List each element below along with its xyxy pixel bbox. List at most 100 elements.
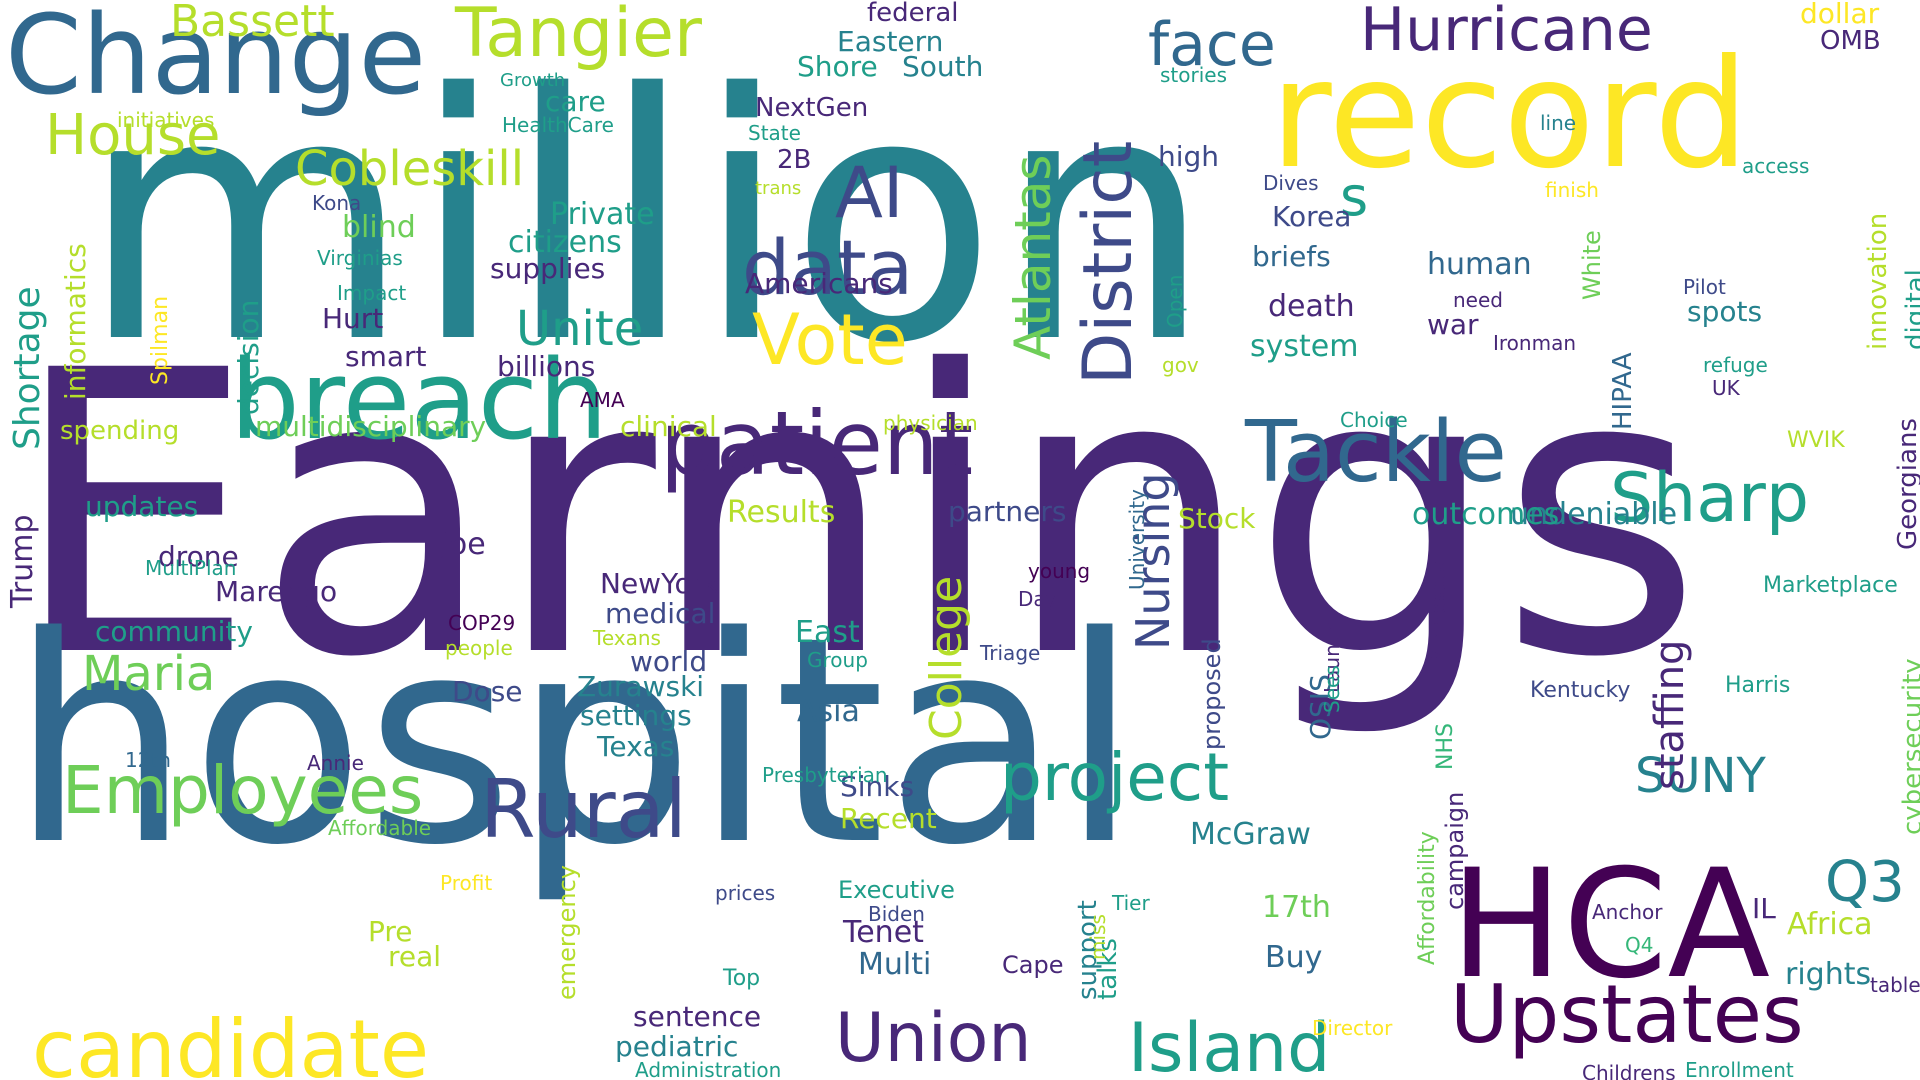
word-recent: Recent	[840, 802, 937, 835]
word-s: s	[1340, 165, 1369, 228]
word-administration: Administration	[635, 1058, 782, 1080]
word-updates: updates	[85, 490, 199, 523]
word-marketplace: Marketplace	[1763, 573, 1898, 598]
word-dollar: dollar	[1800, 0, 1880, 30]
word-ai: AI	[835, 152, 904, 234]
word-growth: Growth	[500, 70, 566, 91]
word-house: House	[45, 103, 221, 168]
word-smart: smart	[345, 340, 427, 373]
word-data: data	[742, 223, 914, 312]
word-candidate: candidate	[32, 1003, 430, 1080]
word-dives: Dives	[1263, 171, 1319, 195]
word-blind: blind	[342, 210, 416, 245]
word-clinical: clinical	[620, 410, 717, 443]
word-cop29: COP29	[448, 611, 516, 635]
word-upstates: Upstates	[1450, 968, 1804, 1061]
word-line: line	[1540, 111, 1577, 135]
word-nextgen: NextGen	[755, 93, 869, 123]
word-change: Change	[5, 0, 427, 119]
word-2b: 2B	[777, 145, 812, 175]
word-korea: Korea	[1272, 200, 1352, 233]
word-tangier: Tangier	[455, 0, 702, 73]
word-nhs: NHS	[1433, 723, 1458, 770]
word-uk: UK	[1712, 376, 1740, 400]
word-district: District	[1069, 140, 1148, 385]
word-east: East	[795, 615, 860, 650]
word-high: high	[1158, 140, 1220, 173]
word-refuge: refuge	[1703, 353, 1768, 377]
word-human: human	[1427, 247, 1532, 282]
word-pre: Pre	[368, 915, 413, 948]
word-unite: Unite	[516, 301, 644, 357]
word-harris: Harris	[1725, 673, 1791, 698]
word-sinks: Sinks	[840, 770, 915, 803]
word-people: people	[445, 636, 513, 660]
word-death: death	[1268, 289, 1355, 324]
word-world: world	[630, 645, 708, 678]
word-white: White	[1578, 230, 1606, 300]
word-drone: drone	[158, 540, 239, 573]
word-hurt: Hurt	[322, 302, 384, 335]
word-multidisciplinary: multidisciplinary	[255, 410, 487, 443]
word-anchor: Anchor	[1592, 900, 1663, 924]
word-triage: Triage	[980, 641, 1041, 665]
word-pediatric: pediatric	[615, 1030, 739, 1063]
word-initiatives: initiatives	[117, 108, 215, 132]
word-trump: Trump	[5, 514, 40, 608]
word-finish: finish	[1545, 178, 1599, 202]
word-college: College	[921, 575, 972, 740]
word-presbyterian: Presbyterian	[762, 763, 888, 787]
word-prices: prices	[715, 881, 776, 905]
word-atlantas: Atlantas	[1004, 154, 1062, 360]
word-decision: decision	[232, 299, 265, 415]
word-tenet: Tenet	[843, 915, 924, 950]
word-cape: Cape	[1002, 951, 1064, 979]
word-federal: federal	[867, 0, 959, 28]
word-sees: Sees	[1320, 665, 1344, 713]
word-dose: Dose	[452, 675, 523, 708]
word-undeniable: undeniable	[1510, 497, 1678, 532]
word-biden: Biden	[868, 902, 925, 926]
word-childrens: Childrens	[1582, 1061, 1676, 1080]
word-face: face	[1148, 10, 1276, 80]
word-director: Director	[1312, 1016, 1393, 1040]
word-omb: OMB	[1820, 26, 1881, 56]
word-tier: Tier	[1112, 891, 1150, 915]
word-cybersecurity: cybersecurity	[1898, 658, 1920, 835]
word-shore: Shore	[797, 50, 878, 83]
word-sharp: Sharp	[1610, 459, 1810, 538]
word-employees: Employees	[62, 752, 424, 829]
word-texas: Texas	[597, 730, 675, 763]
word-access: access	[1742, 154, 1810, 178]
word-executive: Executive	[838, 876, 955, 904]
word-maria: Maria	[82, 646, 216, 702]
word-top: Top	[723, 966, 761, 991]
word-bassett: Bassett	[170, 0, 335, 47]
word-war: war	[1427, 308, 1479, 341]
word-billions: billions	[497, 350, 596, 383]
word-physician: physician	[883, 411, 978, 435]
word-kona: Kona	[312, 191, 362, 215]
word-day: Day	[1018, 587, 1058, 611]
word-island: Island	[1128, 1009, 1331, 1080]
word-zurawski: Zurawski	[577, 670, 705, 703]
word-texans: Texans	[593, 626, 661, 650]
word-vote: Vote	[752, 299, 908, 381]
word-state: State	[748, 121, 801, 145]
word-multi: Multi	[858, 947, 932, 982]
word-healthcare: HealthCare	[502, 113, 614, 137]
word-multiplan: MultiPlan	[145, 556, 237, 580]
word-young: young	[1028, 559, 1091, 583]
word-il: IL	[1752, 892, 1776, 925]
word-africa: Africa	[1787, 907, 1873, 942]
word-earnings: Earnings	[10, 288, 1703, 742]
word-million: million	[80, 22, 1213, 418]
word-patient: patient	[660, 392, 974, 495]
word-need: need	[1453, 288, 1503, 312]
word-ama: AMA	[580, 388, 625, 412]
word-medical: medical	[605, 597, 716, 630]
word-virginias: Virginias	[317, 246, 403, 270]
word-pilot: Pilot	[1683, 275, 1726, 299]
word-shortage: Shortage	[7, 286, 48, 450]
